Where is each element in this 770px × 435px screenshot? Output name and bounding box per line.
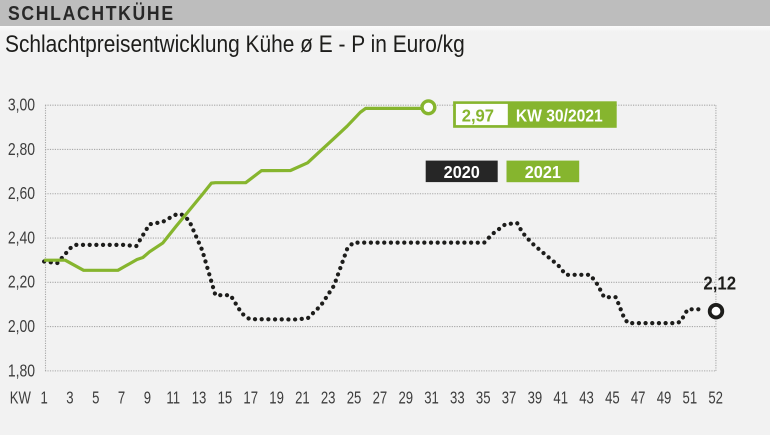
svg-text:5: 5 xyxy=(92,389,99,408)
svg-text:KW: KW xyxy=(10,389,31,408)
svg-text:2,12: 2,12 xyxy=(703,273,736,294)
svg-text:2021: 2021 xyxy=(525,162,561,182)
svg-text:7: 7 xyxy=(118,389,125,408)
svg-text:3: 3 xyxy=(66,389,73,408)
svg-text:35: 35 xyxy=(476,389,491,408)
svg-text:47: 47 xyxy=(631,389,646,408)
svg-text:19: 19 xyxy=(269,389,284,408)
svg-text:17: 17 xyxy=(243,389,258,408)
svg-text:39: 39 xyxy=(528,389,543,408)
svg-text:43: 43 xyxy=(579,389,594,408)
svg-text:37: 37 xyxy=(502,389,517,408)
svg-text:25: 25 xyxy=(347,389,362,408)
svg-text:2,80: 2,80 xyxy=(8,141,35,160)
svg-text:29: 29 xyxy=(398,389,413,408)
svg-text:1,80: 1,80 xyxy=(8,362,35,381)
svg-text:2020: 2020 xyxy=(444,162,480,182)
svg-text:15: 15 xyxy=(218,389,233,408)
svg-text:2,20: 2,20 xyxy=(8,273,35,292)
svg-text:KW 30/2021: KW 30/2021 xyxy=(516,105,603,125)
svg-text:27: 27 xyxy=(373,389,388,408)
svg-text:49: 49 xyxy=(657,389,672,408)
svg-text:41: 41 xyxy=(553,389,568,408)
svg-text:45: 45 xyxy=(605,389,620,408)
svg-text:13: 13 xyxy=(192,389,207,408)
svg-text:2,60: 2,60 xyxy=(8,185,35,204)
svg-text:33: 33 xyxy=(450,389,465,408)
svg-text:52: 52 xyxy=(708,389,723,408)
svg-text:23: 23 xyxy=(321,389,336,408)
svg-text:3,00: 3,00 xyxy=(8,96,35,115)
svg-text:2,97: 2,97 xyxy=(462,106,494,126)
svg-text:51: 51 xyxy=(683,389,698,408)
svg-text:31: 31 xyxy=(424,389,439,408)
svg-text:9: 9 xyxy=(144,389,151,408)
svg-text:2,00: 2,00 xyxy=(8,318,35,337)
svg-text:21: 21 xyxy=(295,389,310,408)
svg-text:2,40: 2,40 xyxy=(8,229,35,248)
svg-text:11: 11 xyxy=(166,389,180,408)
svg-text:1: 1 xyxy=(40,389,47,408)
